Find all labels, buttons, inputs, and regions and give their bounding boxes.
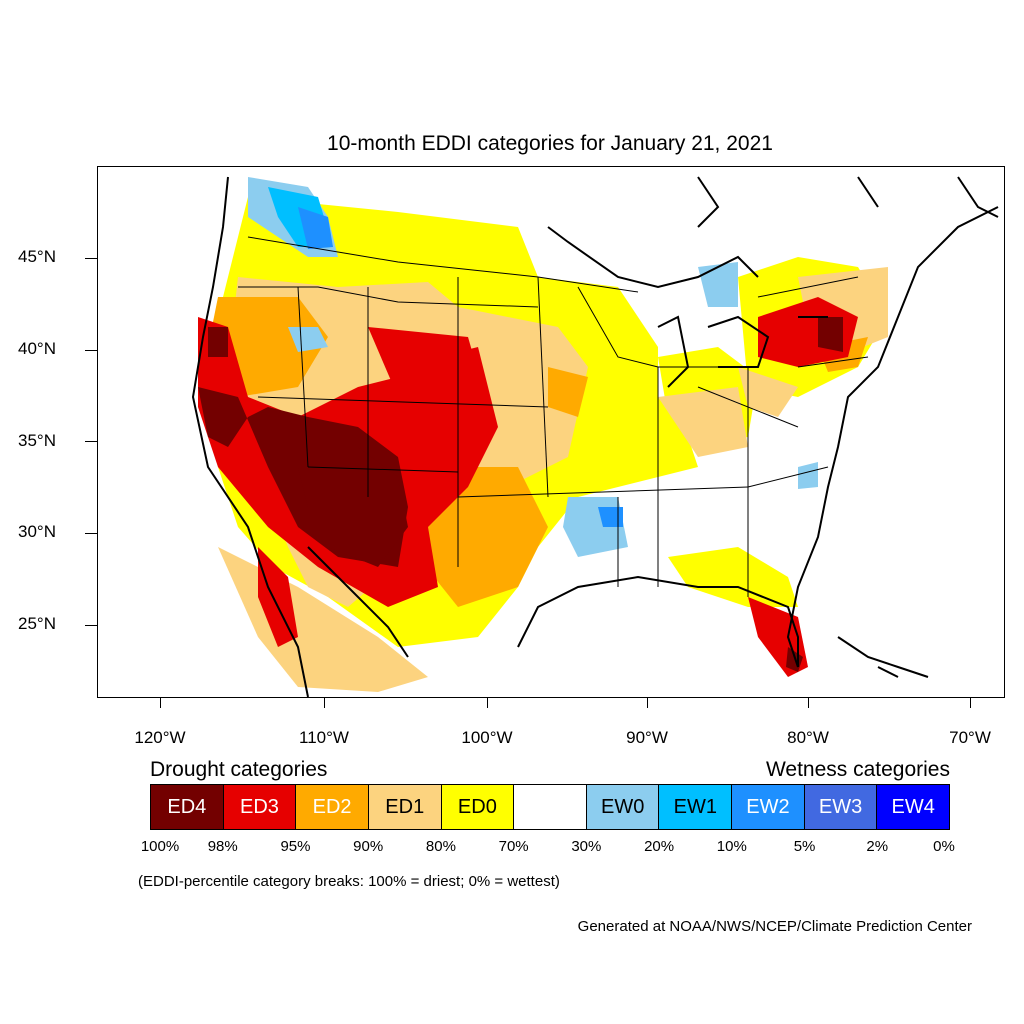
lat-tick-35n xyxy=(85,441,97,442)
lon-label-110w: 110°W xyxy=(299,728,349,747)
category-note: (EDDI-percentile category breaks: 100% =… xyxy=(138,873,560,890)
map-panel xyxy=(97,166,1005,698)
lon-tick-90w xyxy=(647,697,648,708)
lon-tick-100w xyxy=(487,697,488,708)
legend-break-label: 98% xyxy=(207,838,238,855)
drought-heading: Drought categories xyxy=(150,758,328,781)
lat-label-45n: 45°N xyxy=(18,247,56,266)
lon-tick-120w xyxy=(160,697,161,708)
lon-label-100w: 100°W xyxy=(461,728,513,747)
lon-tick-110w xyxy=(324,697,325,708)
lat-label-40n: 40°N xyxy=(18,339,56,358)
lon-label-90w: 90°W xyxy=(626,728,668,747)
lon-tick-80w xyxy=(808,697,809,708)
legend-break-label: 80% xyxy=(425,838,456,855)
legend-swatch-ew0: EW0 xyxy=(586,785,660,829)
lat-tick-30n xyxy=(85,533,97,534)
legend-break-label: 30% xyxy=(571,838,602,855)
legend-break-label: 90% xyxy=(353,838,384,855)
legend-swatch-ed4: ED4 xyxy=(151,785,224,829)
wetness-heading: Wetness categories xyxy=(765,758,950,781)
legend-swatch-ew2: EW2 xyxy=(732,785,805,829)
legend-swatch-neutral xyxy=(514,785,587,829)
credit-line: Generated at NOAA/NWS/NCEP/Climate Predi… xyxy=(577,918,972,935)
legend-swatch-ew3: EW3 xyxy=(804,785,878,829)
lat-label-25n: 25°N xyxy=(18,614,56,633)
map-title: 10-month EDDI categories for January 21,… xyxy=(327,132,773,155)
boundary-lines xyxy=(238,236,869,597)
legend-break-label: 95% xyxy=(280,838,311,855)
legend-break-label: 100% xyxy=(140,838,180,855)
legend-swatch-ew4: EW4 xyxy=(877,785,950,829)
legend-swatch-ed2: ED2 xyxy=(296,785,369,829)
legend-break-label: 2% xyxy=(866,838,889,855)
eddi-map xyxy=(191,176,999,697)
lat-label-30n: 30°N xyxy=(18,522,56,541)
lat-tick-25n xyxy=(85,625,97,626)
lon-label-80w: 80°W xyxy=(787,728,829,747)
legend-break-label: 10% xyxy=(716,838,747,855)
legend-break-label: 0% xyxy=(933,838,955,855)
lon-tick-70w xyxy=(970,697,971,708)
lat-label-35n: 35°N xyxy=(18,431,56,450)
legend-break-label: 70% xyxy=(498,838,529,855)
legend-break-label: 5% xyxy=(793,838,816,855)
legend-colorbar: ED4 ED3 ED2 ED1 ED0 EW0 EW1 EW2 EW3 EW4 xyxy=(150,784,950,830)
ew-regions xyxy=(248,177,818,557)
legend-swatch-ed0: ED0 xyxy=(441,785,515,829)
lat-tick-40n xyxy=(85,350,97,351)
lon-label-70w: 70°W xyxy=(949,728,991,747)
legend-swatch-ew1: EW1 xyxy=(659,785,733,829)
legend-swatch-ed1: ED1 xyxy=(368,785,442,829)
lon-label-120w: 120°W xyxy=(134,728,186,747)
legend-swatch-ed3: ED3 xyxy=(223,785,297,829)
lat-tick-45n xyxy=(85,258,97,259)
coastlines xyxy=(191,176,999,697)
legend-break-label: 20% xyxy=(644,838,675,855)
